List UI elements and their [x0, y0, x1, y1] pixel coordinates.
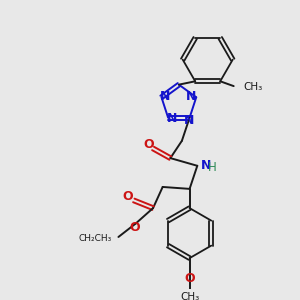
Text: O: O: [143, 138, 154, 151]
Text: CH₃: CH₃: [180, 292, 199, 300]
Text: N: N: [186, 90, 197, 103]
Text: CH₂CH₃: CH₂CH₃: [78, 234, 112, 243]
Text: CH₃: CH₃: [243, 82, 262, 92]
Text: N: N: [201, 159, 211, 172]
Text: N: N: [183, 114, 194, 127]
Text: O: O: [184, 272, 195, 285]
Text: O: O: [130, 221, 140, 234]
Text: N: N: [160, 90, 170, 103]
Text: H: H: [208, 161, 217, 174]
Text: N: N: [167, 112, 177, 125]
Text: O: O: [123, 190, 134, 203]
